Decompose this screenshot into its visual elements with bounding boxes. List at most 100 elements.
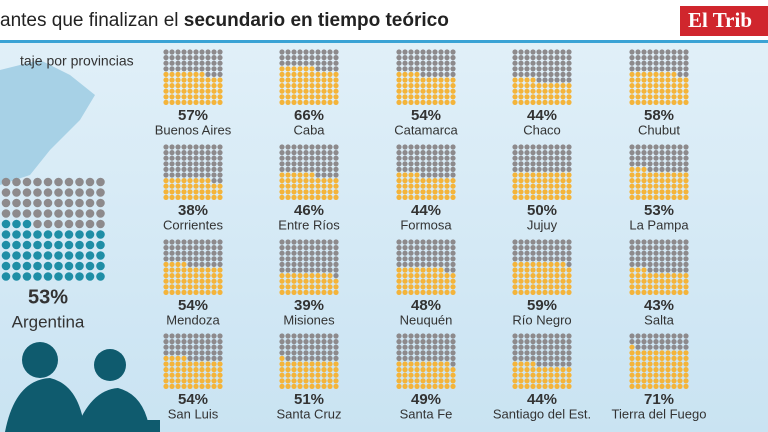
dot [536, 88, 542, 94]
dot [169, 250, 175, 256]
dot [450, 261, 456, 267]
dot [635, 289, 641, 295]
dot [175, 161, 181, 167]
dot [163, 278, 169, 284]
dot [518, 77, 524, 83]
dot [665, 60, 671, 66]
dot [193, 66, 199, 72]
dot [211, 60, 217, 66]
dot [665, 150, 671, 156]
dot [438, 245, 444, 251]
dot [548, 256, 554, 262]
dot [548, 161, 554, 167]
dot [444, 372, 450, 378]
dot [420, 88, 426, 94]
dot [333, 189, 339, 195]
dot [438, 333, 444, 339]
dot [426, 367, 432, 373]
dot [193, 333, 199, 339]
dot [420, 166, 426, 172]
value-label: 38% [178, 202, 208, 219]
dot [536, 66, 542, 72]
dot [333, 55, 339, 61]
dot [193, 189, 199, 195]
dot [548, 183, 554, 189]
dot [444, 77, 450, 83]
dot [169, 161, 175, 167]
dot [548, 178, 554, 184]
dot [285, 99, 291, 105]
dot [536, 155, 542, 161]
dot [199, 239, 205, 245]
dot [665, 144, 671, 150]
dot [542, 94, 548, 100]
dot [542, 150, 548, 156]
dot [566, 166, 572, 172]
dot [450, 66, 456, 72]
dot [309, 183, 315, 189]
dot [671, 284, 677, 290]
dot [408, 355, 414, 361]
dot [665, 66, 671, 72]
dot [683, 189, 689, 195]
dot [315, 350, 321, 356]
dot [291, 273, 297, 279]
dot [536, 60, 542, 66]
dot [641, 189, 647, 195]
dot [554, 284, 560, 290]
dot [542, 60, 548, 66]
dot [193, 245, 199, 251]
dot [279, 172, 285, 178]
dot [554, 60, 560, 66]
dot [193, 94, 199, 100]
dot [414, 344, 420, 350]
category-label: Caba [293, 122, 325, 137]
dot [315, 367, 321, 373]
dot [641, 49, 647, 55]
value-label: 66% [294, 107, 324, 124]
dot [444, 361, 450, 367]
value-label: 44% [527, 391, 557, 408]
dot [297, 77, 303, 83]
dot [444, 161, 450, 167]
dot [530, 172, 536, 178]
dot [285, 161, 291, 167]
dot [396, 250, 402, 256]
dot [683, 267, 689, 273]
dot [444, 55, 450, 61]
dot [327, 383, 333, 389]
dot [432, 77, 438, 83]
chart-title: antes que finalizan el secundario en tie… [0, 10, 449, 31]
dot [629, 339, 635, 345]
dot [641, 183, 647, 189]
dot [321, 261, 327, 267]
dot [54, 251, 63, 260]
dot [396, 261, 402, 267]
dot [414, 383, 420, 389]
dot [279, 83, 285, 89]
dot [12, 209, 21, 218]
dot [629, 350, 635, 356]
dot [408, 350, 414, 356]
dot [530, 267, 536, 273]
dot [279, 178, 285, 184]
dot [333, 99, 339, 105]
dot [181, 355, 187, 361]
dot [321, 245, 327, 251]
dot [414, 284, 420, 290]
dot [175, 155, 181, 161]
dot [432, 172, 438, 178]
waffle-fill [512, 261, 572, 295]
dot [163, 355, 169, 361]
dot [426, 71, 432, 77]
dot [205, 94, 211, 100]
dot [327, 367, 333, 373]
dot [438, 239, 444, 245]
dot [653, 194, 659, 200]
dot [321, 94, 327, 100]
dot [542, 361, 548, 367]
dot [321, 273, 327, 279]
dot [426, 383, 432, 389]
brand: El Trib [688, 8, 752, 32]
dot [536, 94, 542, 100]
